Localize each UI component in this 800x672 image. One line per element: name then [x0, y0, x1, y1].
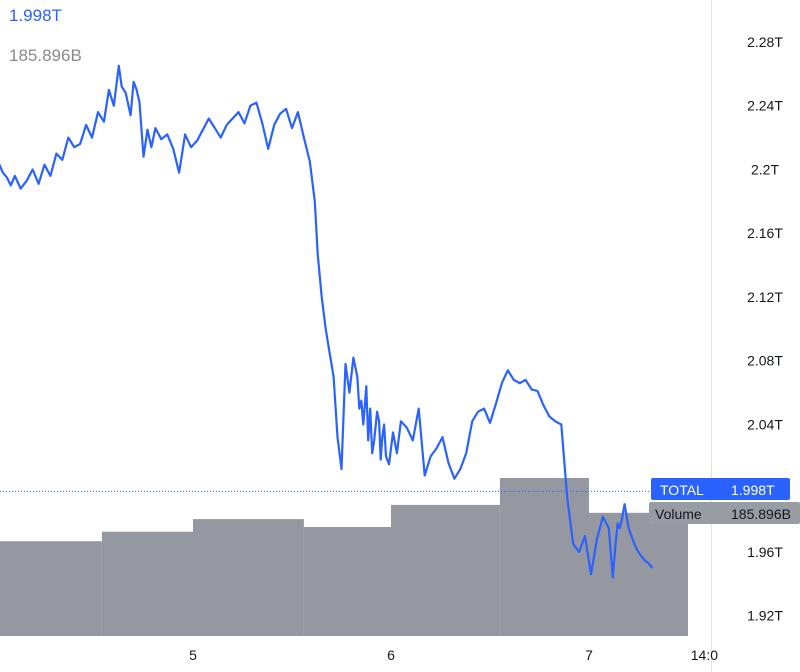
y-tick-label: 2.16T	[747, 225, 783, 241]
x-tick-label: 14:0	[691, 647, 718, 663]
volume-legend-tag: Volume 185.896B	[649, 502, 800, 524]
x-tick-label: 7	[585, 647, 593, 663]
volume-bar-5	[391, 504, 500, 636]
price-legend-value: 1.998T	[731, 482, 775, 498]
y-tick-label: 2.24T	[747, 98, 783, 114]
price-legend-label: TOTAL	[660, 482, 704, 498]
volume-bar-4	[303, 527, 391, 636]
price-legend-tag: TOTAL 1.998T	[651, 478, 790, 500]
y-tick-label: 1.92T	[747, 608, 783, 624]
volume-bar-6	[499, 478, 589, 636]
volume-bar-2	[101, 531, 193, 636]
volume-bar-3	[193, 519, 304, 636]
x-tick-label: 6	[387, 647, 395, 663]
price-legend-bg	[651, 478, 790, 500]
time-axis: 5 6 7 14:0	[189, 647, 718, 663]
x-tick-label: 5	[189, 647, 197, 663]
y-tick-label: 2.2T	[751, 162, 779, 178]
volume-legend-label: Volume	[655, 506, 702, 522]
price-axis: 2.28T 2.24T 2.2T 2.16T 2.12T 2.08T 2.04T 1.96T 1…	[747, 34, 783, 624]
volume-legend-bg	[649, 502, 800, 524]
header-volume-value: 185.896B	[9, 46, 82, 65]
price-series-line	[0, 64, 654, 579]
header-price-value: 1.998T	[9, 6, 62, 25]
y-tick-label: 1.96T	[747, 544, 783, 560]
volume-bar-7	[589, 512, 688, 636]
volume-bars	[0, 478, 688, 636]
y-tick-label: 2.28T	[747, 34, 783, 50]
y-tick-label: 2.04T	[747, 417, 783, 433]
volume-bar-1	[0, 541, 102, 636]
y-tick-label: 2.12T	[747, 289, 783, 305]
volume-legend-value: 185.896B	[731, 506, 791, 522]
y-tick-label: 2.08T	[747, 353, 783, 369]
